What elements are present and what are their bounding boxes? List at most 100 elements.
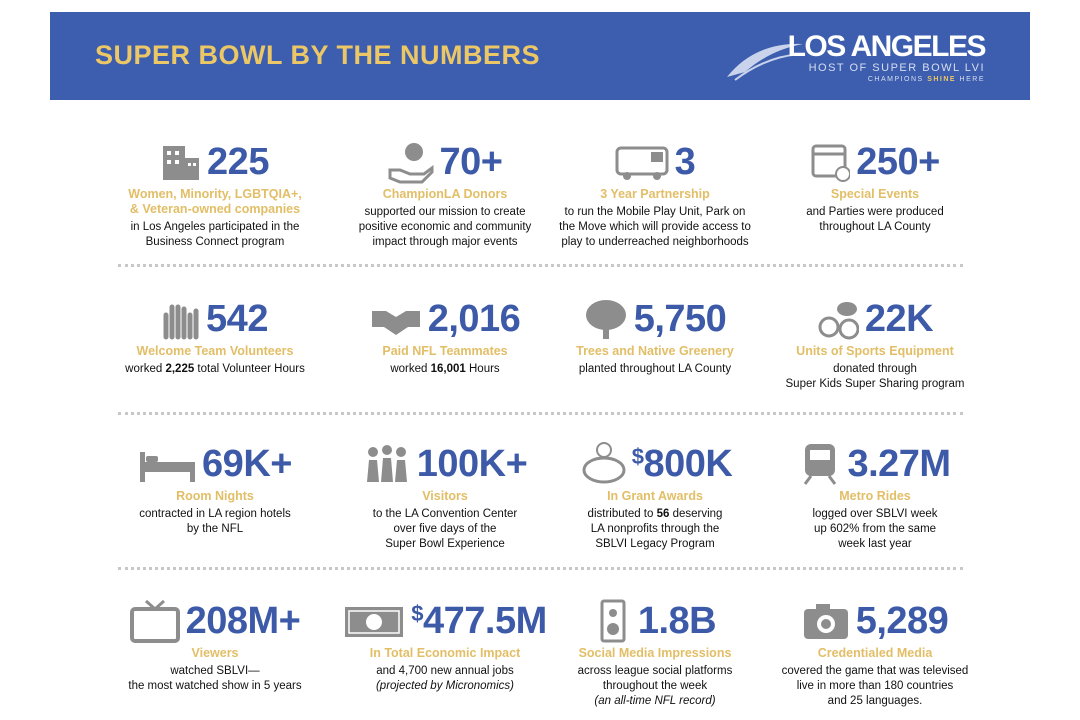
icon <box>811 144 851 182</box>
stat: 2,016 Paid NFL Teammates worked 16,001 Hou… <box>325 294 565 377</box>
description-line: week last year <box>755 537 995 552</box>
icon <box>585 300 626 339</box>
stat-label: Women, Minority, LGBTQIA+, & Veteran-owne… <box>95 187 335 217</box>
description-line: and 4,700 new annual jobs <box>325 664 565 679</box>
stat-number: 542 <box>206 298 268 341</box>
description-line: worked 16,001 Hours <box>325 362 565 377</box>
stat-description: and 4,700 new annual jobs (projected by M… <box>325 664 565 694</box>
stat: 542 Welcome Team Volunteers worked 2,225 t… <box>95 294 335 377</box>
text: watched SBLVI— <box>170 665 260 677</box>
text: worked <box>390 363 431 375</box>
description-line: contracted in LA region hotels <box>95 507 335 522</box>
label-line: Room Nights <box>176 489 254 503</box>
stat-header: 70+ <box>325 137 565 187</box>
label-line: ChampionLA Donors <box>382 187 508 201</box>
stat-description: watched SBLVI— the most watched show in 5… <box>95 664 335 694</box>
separator <box>118 412 963 415</box>
text: over five days of the <box>393 523 497 535</box>
description-line: by the NFL <box>95 522 335 537</box>
stat-number: 22K <box>865 298 934 341</box>
stat: 3.27M Metro Rides logged over SBLVI week up… <box>755 439 995 552</box>
text: Business Connect program <box>145 236 285 248</box>
stat-value: 69K+ <box>202 442 292 485</box>
description-line: logged over SBLVI week <box>755 507 995 522</box>
tagline-word: SHINE <box>927 76 957 83</box>
stat-value: 1.8B <box>637 599 717 642</box>
stat-number: 3.27M <box>847 443 951 486</box>
description-line: SBLVI Legacy Program <box>535 537 775 552</box>
text: logged over SBLVI week <box>812 508 938 520</box>
stat-description: in Los Angeles participated in the Busine… <box>95 220 335 250</box>
text: SBLVI Legacy Program <box>595 538 715 550</box>
stat-value: 2,016 <box>427 297 521 340</box>
stat-header: 100K+ <box>325 439 565 489</box>
stat-number: 69K+ <box>202 443 292 486</box>
stat-value: 5,289 <box>855 599 949 642</box>
stat: 22K Units of Sports Equipment donated thro… <box>755 294 995 392</box>
stat-label: Metro Rides <box>755 489 995 504</box>
text: in Los Angeles participated in the <box>130 221 300 233</box>
label-line: & Veteran-owned companies <box>129 202 301 216</box>
stat-value: 225 <box>207 140 269 183</box>
description-line: play to underreached neighborhoods <box>535 235 775 250</box>
stat: $477.5M In Total Economic Impact and 4,700… <box>325 596 565 694</box>
text: to run the Mobile Play Unit, Park on <box>564 206 746 218</box>
icon <box>371 311 420 335</box>
description-line: watched SBLVI— <box>95 664 335 679</box>
label-line: Credentialed Media <box>817 646 933 660</box>
stat-value: 477.5M <box>423 599 547 642</box>
stat: 5,750 Trees and Native Greenery planted th… <box>535 294 775 377</box>
description-line: over five days of the <box>325 522 565 537</box>
stat-header: 3 <box>535 137 775 187</box>
stat-label: Units of Sports Equipment <box>755 344 995 359</box>
stat-header: 250+ <box>755 137 995 187</box>
stat-number: 250+ <box>856 141 940 184</box>
description-line: and 25 languages. <box>755 694 995 709</box>
currency: $ <box>411 600 423 626</box>
text: the most watched show in 5 years <box>128 680 302 692</box>
text: week last year <box>838 538 912 550</box>
description-line: up 602% from the same <box>755 522 995 537</box>
description-line: planted throughout LA County <box>535 362 775 377</box>
description-line: (projected by Micronomics) <box>325 679 565 694</box>
stat-number: 1.8B <box>637 599 717 643</box>
header: SUPER BOWL BY THE NUMBERS LOS ANGELES HO… <box>50 12 1030 100</box>
description-line: Super Bowl Experience <box>325 537 565 552</box>
text: Hours <box>465 363 500 375</box>
stat-label: Room Nights <box>95 489 335 504</box>
stat-label: In Grant Awards <box>535 489 775 504</box>
description-line: covered the game that was televised <box>755 664 995 679</box>
description-line: in Los Angeles participated in the <box>95 220 335 235</box>
stat-header: 542 <box>95 294 335 344</box>
stat-number: $800K <box>632 443 733 486</box>
text: to the LA Convention Center <box>372 508 518 520</box>
stat: 5,289 Credentialed Media covered the game … <box>755 596 995 709</box>
description-line: Super Kids Super Sharing program <box>755 377 995 392</box>
separator <box>118 264 963 267</box>
description-line: to run the Mobile Play Unit, Park on <box>535 205 775 220</box>
stat-label: Welcome Team Volunteers <box>95 344 335 359</box>
stat-header: 22K <box>755 294 995 344</box>
stat: 69K+ Room Nights contracted in LA region h… <box>95 439 335 537</box>
icon <box>163 304 199 340</box>
stat-header: 5,289 <box>755 596 995 646</box>
description-line: across league social platforms <box>535 664 775 679</box>
icon <box>388 143 434 184</box>
label-line: Women, Minority, LGBTQIA+, <box>128 187 302 201</box>
stat-label: 3 Year Partnership <box>535 187 775 202</box>
stat-header: 1.8B <box>535 596 775 646</box>
description-line: LA nonprofits through the <box>535 522 775 537</box>
stat-description: logged over SBLVI week up 602% from the s… <box>755 507 995 552</box>
stat-label: Viewers <box>95 646 335 661</box>
description-line: (an all-time NFL record) <box>535 694 775 709</box>
bold-text: 16,001 <box>430 363 466 375</box>
stat: 208M+ Viewers watched SBLVI— the most watch… <box>95 596 335 694</box>
label-line: 3 Year Partnership <box>600 187 710 201</box>
stat-value: 800K <box>643 442 733 485</box>
currency: $ <box>631 443 644 469</box>
text: across league social platforms <box>577 665 733 677</box>
text: impact through major events <box>372 236 518 248</box>
stat-header: 2,016 <box>325 294 565 344</box>
text: and Parties were produced <box>806 206 944 218</box>
